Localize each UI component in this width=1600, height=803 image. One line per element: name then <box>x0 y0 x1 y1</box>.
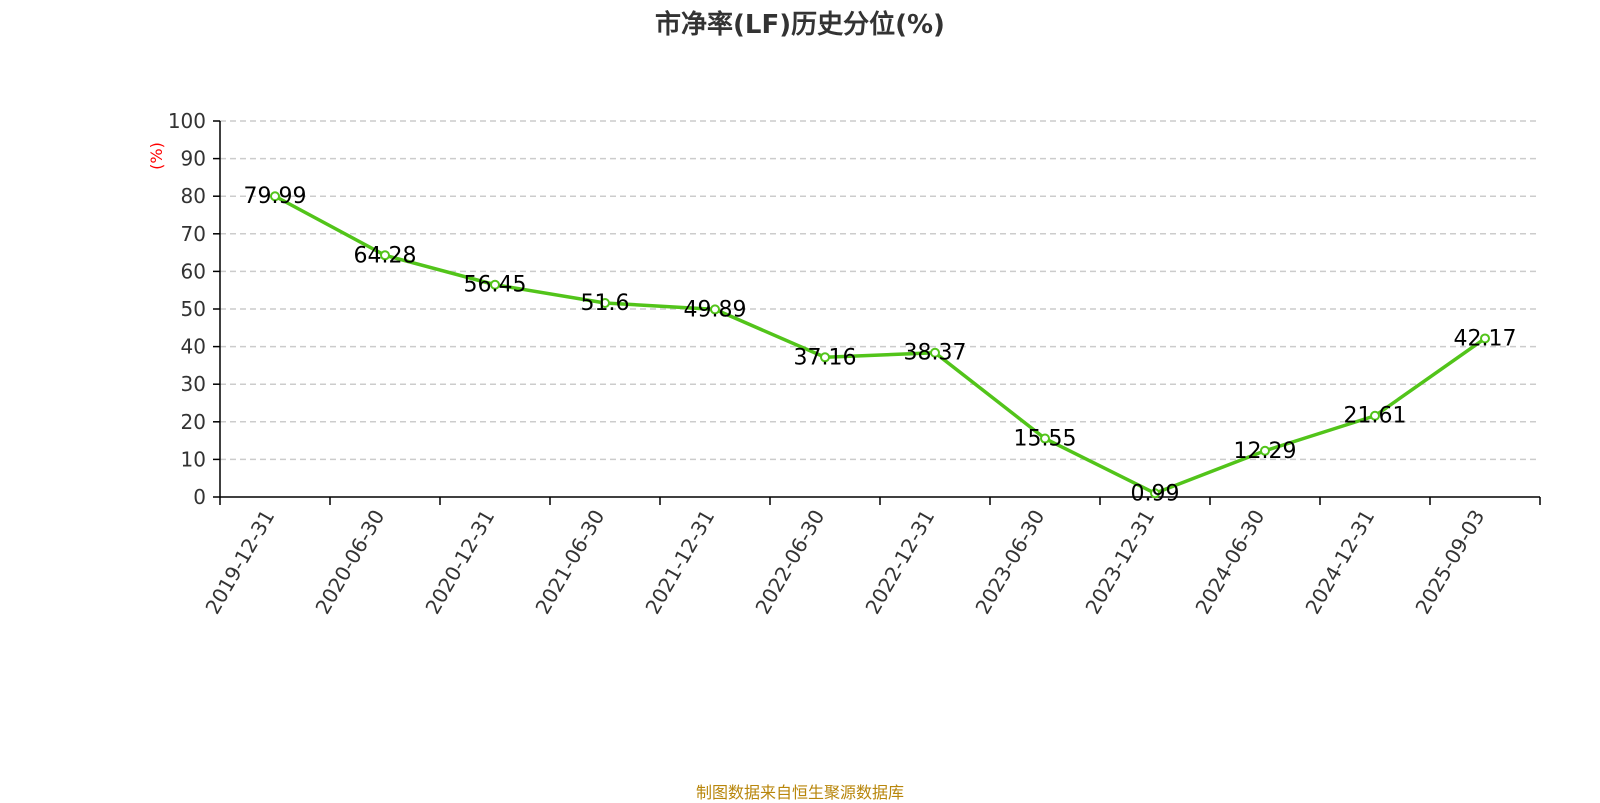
x-tick-label: 2020-06-30 <box>310 506 389 619</box>
data-point <box>820 352 830 363</box>
data-label: 0.99 <box>1131 481 1180 506</box>
y-axis-label: (%) <box>147 142 166 170</box>
data-point <box>930 347 940 358</box>
data-label: 56.45 <box>464 273 527 298</box>
grid-lines <box>220 120 1540 461</box>
y-tick-label: 80 <box>181 184 206 208</box>
y-tick-label: 0 <box>193 485 206 509</box>
y-tick-label: 20 <box>181 410 206 434</box>
x-tick-label: 2019-12-31 <box>200 506 279 619</box>
x-tick-label: 2023-06-30 <box>970 506 1049 619</box>
x-tick-label: 2023-12-31 <box>1080 506 1159 619</box>
data-point <box>710 304 720 315</box>
y-tick-label: 40 <box>181 335 206 359</box>
data-point <box>270 191 280 202</box>
data-label: 21.61 <box>1344 404 1407 429</box>
data-label: 12.29 <box>1234 439 1297 464</box>
data-point <box>1370 410 1380 421</box>
data-label: 64.28 <box>354 243 417 268</box>
data-labels: 79.99 64.28 56.45 51.6 49.89 37.16 38.37 15.55 0… <box>244 184 1517 506</box>
data-point <box>490 279 500 290</box>
x-tick-label: 2022-12-31 <box>860 506 939 619</box>
y-tick-label: 60 <box>181 259 206 283</box>
chart-title: 市净率(LF)历史分位(%) <box>655 10 945 40</box>
data-label: 37.16 <box>794 345 857 370</box>
x-tick-label: 2021-06-30 <box>530 506 609 619</box>
data-point <box>600 297 610 308</box>
data-label: 15.55 <box>1014 427 1077 452</box>
x-tick-label: 2021-12-31 <box>640 506 719 619</box>
data-label: 49.89 <box>684 297 747 322</box>
series-line-group <box>270 191 1490 499</box>
source-note: 制图数据来自恒生聚源数据库 <box>695 783 904 802</box>
y-tick-label: 90 <box>181 147 206 171</box>
y-tick-label: 10 <box>181 447 206 471</box>
x-tick-label: 2025-09-03 <box>1410 506 1489 619</box>
y-tick-label: 70 <box>181 222 206 246</box>
x-tick-label: 2022-06-30 <box>750 506 829 619</box>
data-label: 51.6 <box>581 291 630 316</box>
y-tick-label: 30 <box>181 372 206 396</box>
data-point <box>380 250 390 261</box>
data-label: 42.17 <box>1454 326 1517 351</box>
y-tick-label: 100 <box>168 109 206 133</box>
data-point <box>1150 488 1160 499</box>
data-point <box>1260 445 1270 456</box>
x-tick-label: 2024-06-30 <box>1190 506 1269 619</box>
data-point <box>1040 433 1050 444</box>
y-tick-label: 50 <box>181 297 206 321</box>
data-label: 79.99 <box>244 184 307 209</box>
data-label: 38.37 <box>904 341 967 366</box>
data-point <box>1480 333 1490 344</box>
series-line <box>274 194 1487 496</box>
x-tick-label: 2020-12-31 <box>420 506 499 619</box>
x-tick-label: 2024-12-31 <box>1300 506 1379 619</box>
